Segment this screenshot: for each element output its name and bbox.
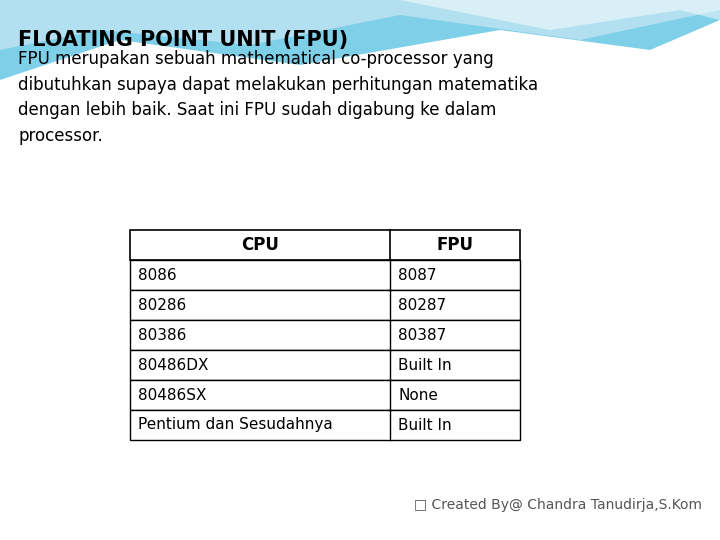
PathPatch shape — [0, 0, 720, 50]
Text: FLOATING POINT UNIT (FPU): FLOATING POINT UNIT (FPU) — [18, 30, 348, 50]
Text: 80286: 80286 — [138, 298, 186, 313]
FancyBboxPatch shape — [130, 380, 520, 410]
Text: CPU: CPU — [241, 236, 279, 254]
FancyBboxPatch shape — [130, 350, 520, 380]
Text: 80387: 80387 — [398, 327, 446, 342]
Text: 80486SX: 80486SX — [138, 388, 207, 402]
Text: 8086: 8086 — [138, 267, 176, 282]
PathPatch shape — [0, 0, 720, 80]
Text: Built In: Built In — [398, 417, 451, 433]
Text: Built In: Built In — [398, 357, 451, 373]
Text: □ Created By@ Chandra Tanudirja,S.Kom: □ Created By@ Chandra Tanudirja,S.Kom — [414, 498, 702, 512]
Text: 8087: 8087 — [398, 267, 436, 282]
FancyBboxPatch shape — [130, 260, 520, 290]
FancyBboxPatch shape — [130, 290, 520, 320]
Text: FPU: FPU — [436, 236, 474, 254]
Text: FPU merupakan sebuah mathematical co-processor yang
dibutuhkan supaya dapat mela: FPU merupakan sebuah mathematical co-pro… — [18, 50, 538, 145]
FancyBboxPatch shape — [130, 230, 520, 260]
Text: 80486DX: 80486DX — [138, 357, 209, 373]
Text: None: None — [398, 388, 438, 402]
FancyBboxPatch shape — [130, 410, 520, 440]
Text: 80287: 80287 — [398, 298, 446, 313]
Text: Pentium dan Sesudahnya: Pentium dan Sesudahnya — [138, 417, 333, 433]
PathPatch shape — [400, 0, 720, 30]
Text: 80386: 80386 — [138, 327, 186, 342]
FancyBboxPatch shape — [130, 320, 520, 350]
